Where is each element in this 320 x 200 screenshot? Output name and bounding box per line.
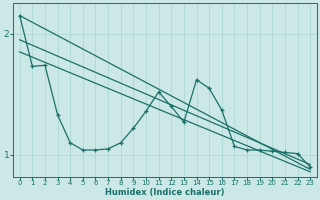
X-axis label: Humidex (Indice chaleur): Humidex (Indice chaleur) [105,188,225,197]
